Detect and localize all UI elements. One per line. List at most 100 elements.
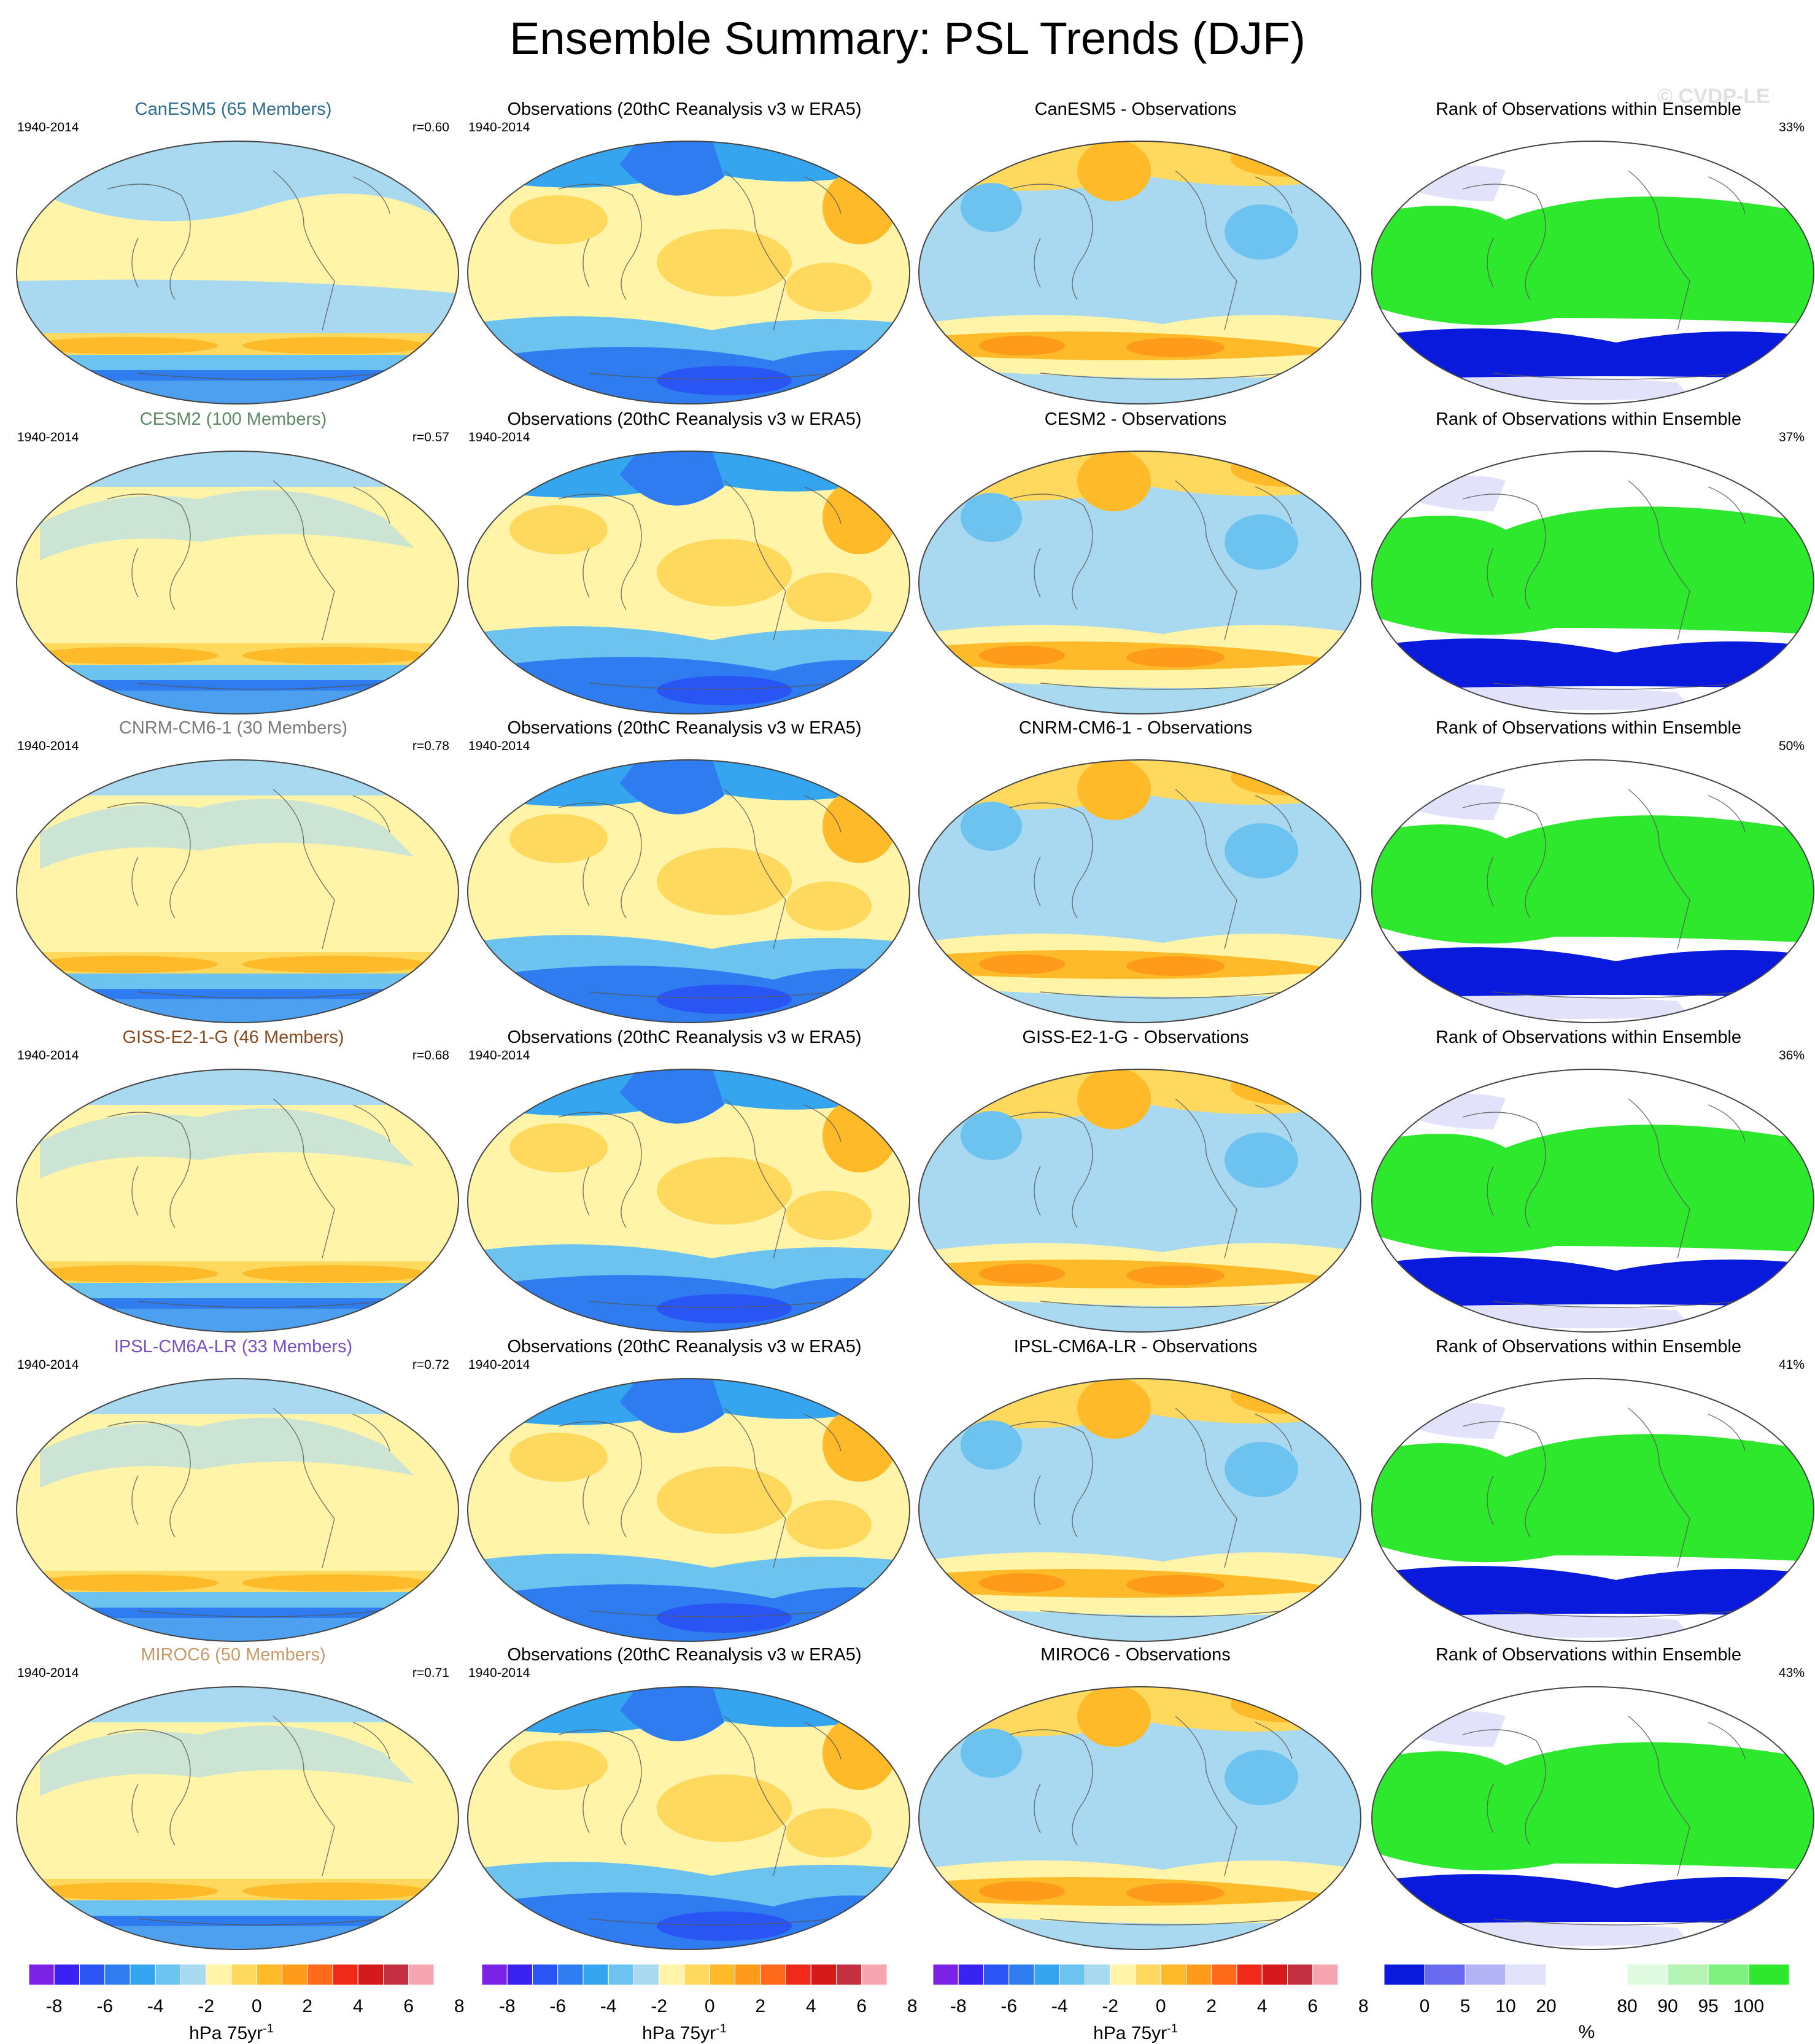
world-map [16,1378,459,1642]
map-panel-obs: Observations (20thC Reanalysis v3 w ERA5… [457,408,911,718]
colorbar-swatch [130,1964,156,1986]
world-map [16,1686,459,1950]
colorbar-swatch [1034,1964,1060,1986]
colorbar-swatch [659,1964,685,1986]
map-panel-rank: Rank of Observations within Ensemble 50% [1361,717,1815,1027]
colorbar-swatch [1546,1964,1587,1986]
colorbar-tick-label: 10 [1495,1996,1516,2016]
map-panel-diff: MIROC6 - Observations [908,1644,1363,1954]
colorbar-swatch [557,1964,584,1986]
map-panel-rank: Rank of Observations within Ensemble 37% [1361,408,1815,718]
colorbar-swatch [206,1964,232,1986]
map-panel-obs: Observations (20thC Reanalysis v3 w ERA5… [457,1026,911,1336]
colorbar-swatch [332,1964,358,1986]
colorbar-swatch [1424,1964,1466,1986]
colorbar-tick-label: 6 [1307,1996,1318,2016]
colorbar-swatch [29,1964,55,1986]
colorbar-swatch [1186,1964,1212,1986]
panel-title: Observations (20thC Reanalysis v3 w ERA5… [507,99,862,119]
map-field [919,1687,1361,1949]
map-panel-model: CNRM-CM6-1 (30 Members) 1940-2014 r=0.78 [6,717,460,1027]
colorbar-tick-label: -8 [498,1996,516,2016]
map-panel-diff: CanESM5 - Observations [908,98,1363,408]
colorbar-swatch [810,1964,837,1986]
world-map [16,759,459,1023]
colorbar-tick-label: -6 [1000,1996,1018,2016]
colorbar-tick-label: -2 [651,1996,668,2016]
colorbar-swatch [180,1964,207,1986]
colorbar-tick-label: 0 [251,1996,262,2016]
world-map [467,1686,910,1950]
map-field [1372,1379,1814,1641]
colorbar-swatch [1748,1964,1789,1986]
map-panel-diff: IPSL-CM6A-LR - Observations [908,1336,1363,1646]
colorbar-swatch [282,1964,308,1986]
world-map [1371,451,1814,714]
panel-title: CNRM-CM6-1 (30 Members) [118,718,348,738]
colorbar-tick-label: 95 [1698,1996,1719,2016]
colorbar-tick-label: 4 [352,1996,363,2016]
colorbar-swatch [383,1964,409,1986]
world-map [918,1686,1361,1950]
colorbar-swatch [357,1964,384,1986]
colorbar-tick-label: 0 [1419,1996,1430,2016]
colorbar-swatch [1505,1964,1547,1986]
panel-title: Observations (20thC Reanalysis v3 w ERA5… [507,1028,862,1047]
colorbar-swatch [1085,1964,1111,1986]
page-title: Ensemble Summary: PSL Trends (DJF) [509,13,1306,64]
period-label: 1940-2014 [17,1666,79,1680]
colorbar-tick-label: -4 [600,1996,617,2016]
colorbar-tick-label: -6 [549,1996,567,2016]
colorbar-tick-label: 8 [907,1996,918,2016]
panel-title: Rank of Observations within Ensemble [1435,1337,1742,1357]
colorbar-swatch [1384,1964,1425,1986]
colorbar-swatch [836,1964,862,1986]
colorbar-swatch [983,1964,1010,1986]
colorbar-swatch [1465,1964,1506,1986]
panel-title: GISS-E2-1-G (46 Members) [122,1028,344,1047]
map-panel-model: CanESM5 (65 Members) 1940-2014 r=0.60 [6,98,460,408]
world-map [1371,141,1814,405]
colorbar-swatch [1261,1964,1288,1986]
trend-colorbar-observations: -8 -6 -4 -2 0 2 4 6 8 hPa 75yr-1 [482,1964,918,2043]
colorbar-swatches [1384,1964,1789,1986]
world-map [1371,759,1814,1023]
panel-title: Rank of Observations within Ensemble [1435,99,1742,119]
map-panel-model: GISS-E2-1-G (46 Members) 1940-2014 r=0.68 [6,1026,460,1336]
colorbar-tick-label: 6 [403,1996,414,2016]
panel-title: CNRM-CM6-1 - Observations [1018,718,1253,738]
rank-percent: 37% [1778,430,1805,444]
map-field [1372,141,1814,404]
period-label: 1940-2014 [468,430,530,444]
panel-title: Rank of Observations within Ensemble [1435,1028,1742,1047]
map-field [1372,1687,1814,1949]
colorbar-swatch [231,1964,257,1986]
colorbar-swatches [29,1964,434,1986]
world-map [467,1069,910,1333]
panel-title: CanESM5 - Observations [1034,99,1237,119]
rank-percent: 43% [1778,1666,1805,1680]
trend-colorbar-difference: -8 -6 -4 -2 0 2 4 6 8 hPa 75yr-1 [933,1964,1369,2043]
map-panel-obs: Observations (20thC Reanalysis v3 w ERA5… [457,717,911,1027]
colorbar-tick-label: -4 [1051,1996,1068,2016]
map-field [919,760,1361,1023]
colorbar-tick-label: 6 [856,1996,867,2016]
panel-title: IPSL-CM6A-LR - Observations [1013,1337,1258,1357]
period-label: 1940-2014 [17,1048,79,1063]
colorbar-swatch [1211,1964,1237,1986]
colorbar-tick-label: 5 [1460,1996,1471,2016]
panel-title: Observations (20thC Reanalysis v3 w ERA5… [507,409,862,429]
world-map [1371,1069,1814,1333]
world-map [1371,1686,1814,1950]
colorbar-swatch [1312,1964,1338,1986]
panel-title: CESM2 (100 Members) [139,409,327,429]
colorbar-swatch [506,1964,533,1986]
correlation-label: r=0.60 [412,120,449,134]
world-map [918,1378,1361,1642]
colorbar-tick-label: -2 [198,1996,215,2016]
colorbar-tick-label: 8 [454,1996,465,2016]
colorbar-swatch [1708,1964,1749,1986]
panel-title: Rank of Observations within Ensemble [1435,409,1742,429]
colorbar-tick-label: -8 [45,1996,63,2016]
map-panel-rank: Rank of Observations within Ensemble 33% [1361,98,1815,408]
